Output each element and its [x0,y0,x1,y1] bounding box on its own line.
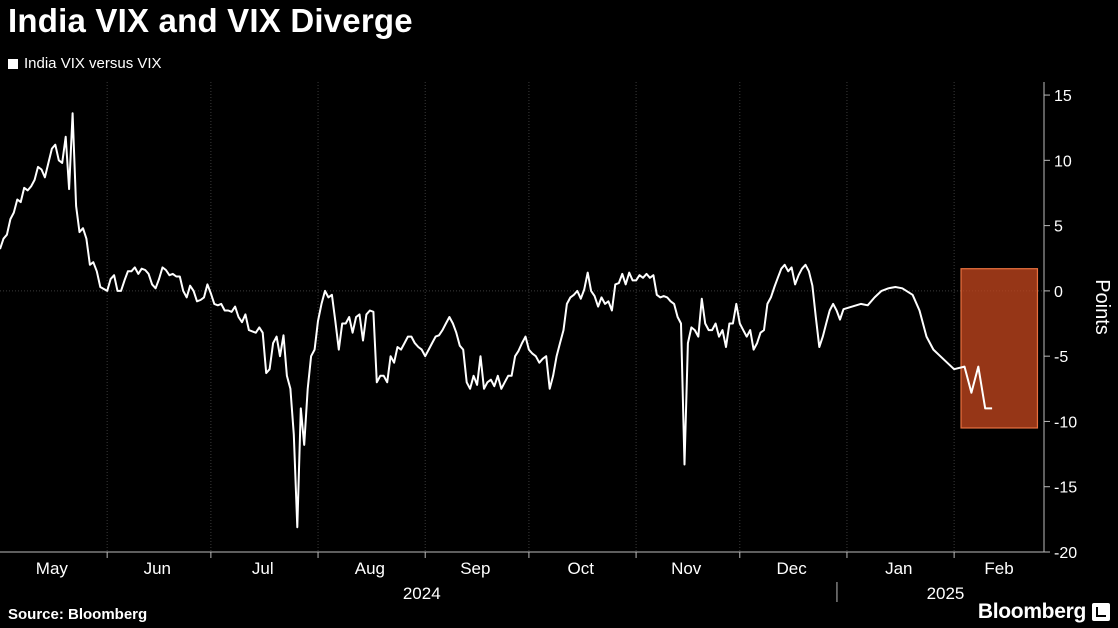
bloomberg-terminal-icon [1092,603,1110,621]
chart-title: India VIX and VIX Diverge [8,2,413,39]
x-axis: May Jun Jul Aug Sep Oct Nov Dec Jan Feb 2024 2025 [0,268,1044,603]
x-tick-label: Oct [568,559,595,578]
y-tick-label: 15 [1054,88,1072,105]
x-tick-label: Feb [984,559,1013,578]
legend: India VIX versus VIX [8,55,162,72]
year-label: 2025 [927,584,965,603]
x-tick-label: Jan [885,559,912,578]
grid-lines [0,82,1044,552]
series-line [0,112,993,529]
y-tick-label: -10 [1054,414,1077,431]
y-tick-label: -20 [1054,545,1077,562]
y-axis-title: Points [1091,279,1113,335]
brand-logo: Bloomberg [977,600,1086,623]
source-note: Source: Bloomberg [8,606,148,623]
x-tick-label: Sep [460,559,490,578]
x-tick-label: Aug [355,559,385,578]
x-tick-label: Jun [144,559,171,578]
y-tick-label: 0 [1054,284,1063,301]
y-tick-label: -5 [1054,349,1068,366]
series-path [0,112,993,529]
x-tick-label: Jul [252,559,274,578]
legend-label: India VIX versus VIX [24,55,162,72]
year-label: 2024 [403,584,441,603]
x-tick-label: May [36,559,69,578]
highlight-region [960,268,1039,429]
y-tick-label: -15 [1054,480,1077,497]
y-tick-label: 5 [1054,219,1063,236]
legend-swatch [8,58,18,69]
x-tick-label: Dec [777,559,808,578]
x-tick-label: Nov [671,559,702,578]
y-tick-label: 10 [1054,153,1072,170]
y-axis: 15 10 5 0 -5 -10 -15 -20 Points [1043,82,1113,562]
